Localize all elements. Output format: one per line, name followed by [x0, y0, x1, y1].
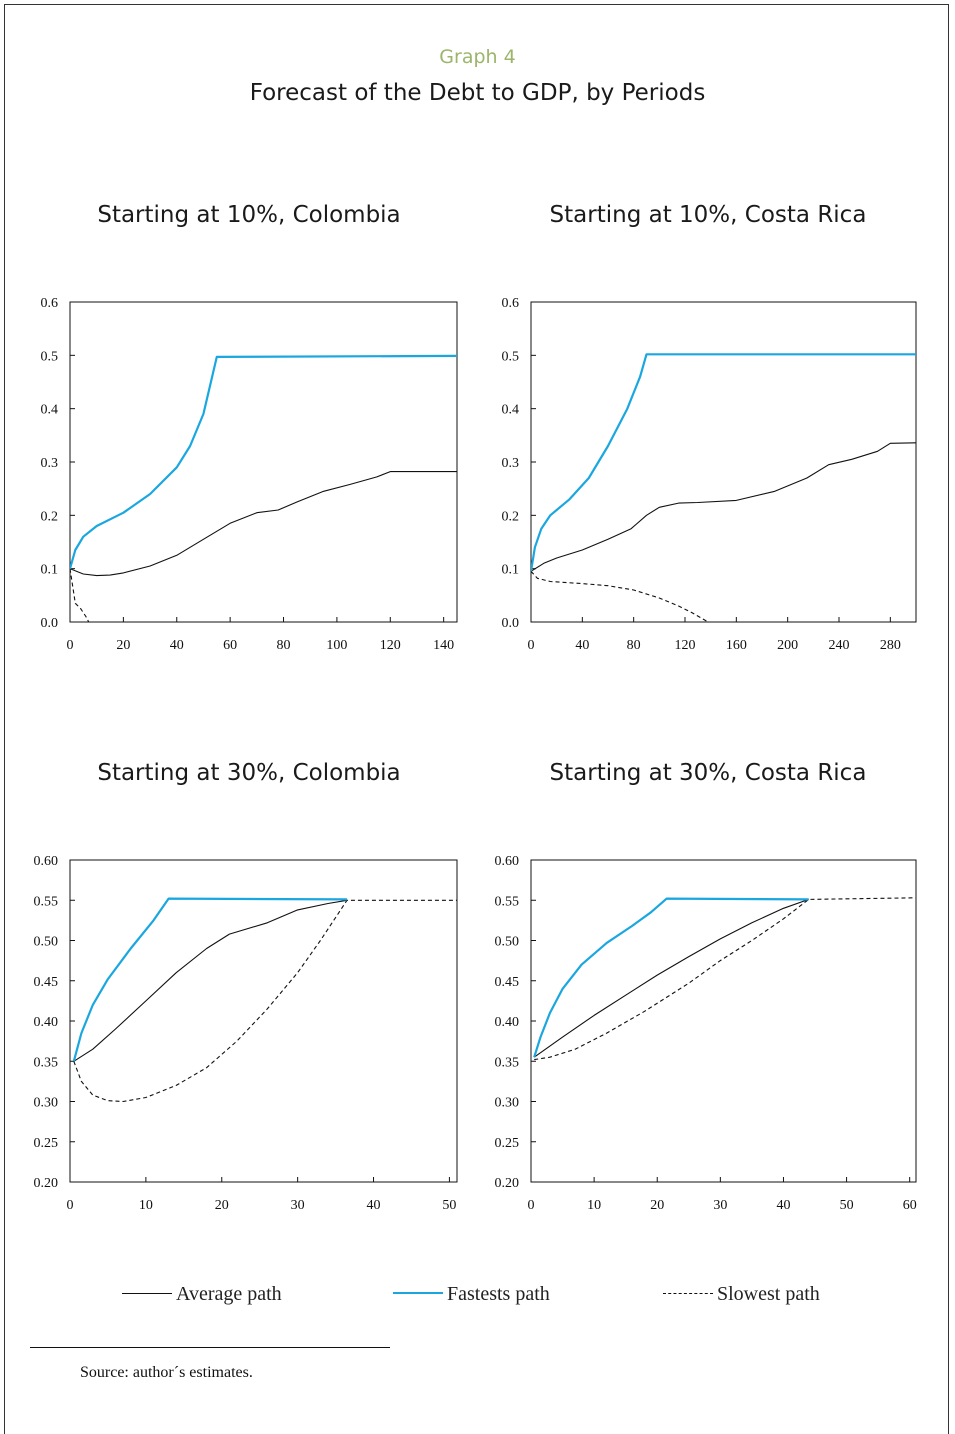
- x-tick-label-2: 160: [726, 638, 747, 653]
- x-tick-label-4: 50: [840, 1198, 854, 1213]
- x-tick-label-3: 30: [291, 1198, 305, 1213]
- y-tick-label-2: 0.2: [502, 509, 520, 524]
- y-tick-label-1: 0.2: [41, 509, 59, 524]
- x-tick-label-1: 100: [326, 638, 347, 653]
- graph-title: Forecast of the Debt to GDP, by Periods: [249, 80, 706, 106]
- x-tick-label-2: 0: [528, 638, 535, 653]
- legend-item-slowest: Slowest path: [663, 1283, 820, 1306]
- y-tick-label-1: 0.0: [41, 616, 59, 631]
- legend-average-line: [122, 1292, 172, 1294]
- y-tick-label-2: 0.0: [502, 616, 520, 631]
- y-tick-label-4: 0.50: [495, 935, 520, 950]
- series-line-slowest-4: [534, 897, 916, 1061]
- y-tick-label-1: 0.3: [41, 456, 59, 471]
- y-tick-label-3: 0.60: [34, 854, 59, 869]
- x-tick-label-4: 30: [713, 1198, 727, 1213]
- x-tick-label-2: 80: [627, 638, 641, 653]
- series-line-slowest-1: [70, 568, 90, 622]
- x-tick-label-4: 40: [776, 1198, 790, 1213]
- legend-fastest-line: [393, 1292, 443, 1295]
- y-tick-label-4: 0.40: [495, 1015, 520, 1030]
- source-note: Source: author´s estimates.: [80, 1364, 253, 1381]
- legend-slowest-label: Slowest path: [717, 1283, 820, 1305]
- y-tick-label-1: 0.1: [41, 563, 59, 578]
- x-tick-label-3: 40: [367, 1198, 381, 1213]
- y-tick-label-2: 0.1: [502, 563, 520, 578]
- series-line-average-2: [531, 442, 916, 572]
- x-tick-label-1: 80: [277, 638, 291, 653]
- x-tick-label-1: 140: [433, 638, 454, 653]
- panel-title-2: Starting at 10%, Costa Rica: [549, 202, 867, 228]
- legend-item-average: Average path: [122, 1283, 282, 1306]
- panel-title-1: Starting at 10%, Colombia: [97, 202, 401, 228]
- y-tick-label-3: 0.55: [34, 894, 59, 909]
- x-tick-label-3: 50: [442, 1198, 456, 1213]
- y-tick-label-4: 0.60: [495, 854, 520, 869]
- series-line-average-4: [533, 898, 809, 1058]
- series-line-fastests-1: [70, 354, 457, 569]
- y-tick-label-3: 0.45: [34, 975, 59, 990]
- y-tick-label-2: 0.6: [502, 296, 520, 311]
- y-tick-label-2: 0.4: [502, 403, 520, 418]
- x-tick-label-3: 0: [67, 1198, 74, 1213]
- y-tick-label-3: 0.25: [34, 1136, 59, 1151]
- x-tick-label-3: 20: [215, 1198, 229, 1213]
- legend: Average path Fastests path Slowest path: [0, 1283, 955, 1313]
- x-tick-label-2: 240: [829, 638, 850, 653]
- x-tick-label-3: 10: [139, 1198, 153, 1213]
- y-tick-label-4: 0.30: [495, 1096, 520, 1111]
- series-line-fastests-2: [531, 353, 916, 572]
- series-line-fastests-4: [533, 897, 809, 1058]
- series-line-slowest-2: [531, 570, 709, 622]
- legend-item-fastest: Fastests path: [393, 1283, 550, 1306]
- series-line-slowest-3: [73, 899, 457, 1103]
- x-tick-label-1: 40: [170, 638, 184, 653]
- x-tick-label-2: 200: [777, 638, 798, 653]
- y-tick-label-2: 0.5: [502, 349, 520, 364]
- y-tick-label-3: 0.35: [34, 1055, 59, 1070]
- plot-frame-1: [69, 301, 458, 623]
- legend-slowest-line: [663, 1292, 713, 1294]
- series-line-average-1: [70, 471, 457, 577]
- x-tick-label-2: 40: [575, 638, 589, 653]
- y-tick-label-1: 0.4: [41, 403, 59, 418]
- y-tick-label-3: 0.30: [34, 1096, 59, 1111]
- y-tick-label-3: 0.50: [34, 935, 59, 950]
- panel-title-4: Starting at 30%, Costa Rica: [549, 760, 867, 786]
- y-tick-label-4: 0.35: [495, 1055, 520, 1070]
- x-tick-label-1: 60: [223, 638, 237, 653]
- plot-frame-4: [530, 859, 917, 1183]
- x-tick-label-4: 20: [650, 1198, 664, 1213]
- y-tick-label-4: 0.20: [495, 1176, 520, 1191]
- x-tick-label-4: 10: [587, 1198, 601, 1213]
- series-line-fastests-3: [72, 897, 348, 1062]
- plot-frame-2: [530, 301, 917, 623]
- x-tick-label-2: 280: [880, 638, 901, 653]
- legend-average-label: Average path: [176, 1283, 282, 1305]
- page-frame: [4, 4, 949, 1434]
- panel-title-3: Starting at 30%, Colombia: [97, 760, 401, 786]
- x-tick-label-1: 0: [67, 638, 74, 653]
- y-tick-label-1: 0.5: [41, 349, 59, 364]
- plot-frame-3: [69, 859, 458, 1183]
- y-tick-label-3: 0.20: [34, 1176, 59, 1191]
- series-line-average-3: [73, 899, 348, 1062]
- y-tick-label-2: 0.3: [502, 456, 520, 471]
- x-tick-label-1: 120: [380, 638, 401, 653]
- x-tick-label-1: 20: [116, 638, 130, 653]
- y-tick-label-4: 0.25: [495, 1136, 520, 1151]
- y-tick-label-1: 0.6: [41, 296, 59, 311]
- y-tick-label-4: 0.45: [495, 975, 520, 990]
- y-tick-label-3: 0.40: [34, 1015, 59, 1030]
- legend-fastest-label: Fastests path: [447, 1283, 550, 1305]
- y-tick-label-4: 0.55: [495, 894, 520, 909]
- source-rule: [30, 1347, 390, 1348]
- x-tick-label-2: 120: [675, 638, 696, 653]
- graph-label: Graph 4: [439, 46, 516, 68]
- x-tick-label-4: 0: [528, 1198, 535, 1213]
- x-tick-label-4: 60: [903, 1198, 917, 1213]
